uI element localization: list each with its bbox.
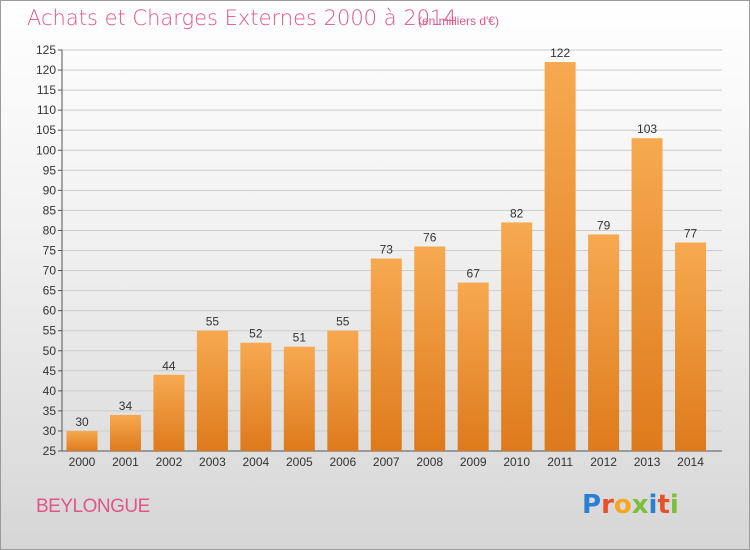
value-label-2013: 103	[637, 122, 657, 136]
unit-label: (en milliers d'€)	[418, 14, 499, 28]
y-tick-label: 120	[36, 63, 56, 77]
logo-letter: t	[657, 490, 670, 520]
x-tick-label: 2003	[199, 455, 226, 469]
bar-2011[interactable]	[544, 62, 576, 451]
x-tick-label: 2001	[112, 455, 139, 469]
x-tick-label: 2010	[503, 455, 530, 469]
logo-letter: i	[669, 490, 679, 520]
y-tick-label: 110	[37, 103, 56, 117]
value-label-2006: 55	[336, 315, 350, 329]
value-label-2009: 67	[467, 267, 481, 281]
bar-2014[interactable]	[675, 242, 707, 451]
value-label-2001: 34	[119, 399, 133, 413]
y-tick-label: 70	[43, 264, 57, 278]
value-label-2014: 77	[684, 226, 698, 240]
bar-2003[interactable]	[196, 330, 228, 451]
y-tick-label: 65	[43, 284, 57, 298]
y-tick-label: 35	[43, 404, 57, 418]
x-tick-label: 2007	[373, 455, 400, 469]
y-tick-label: 105	[36, 123, 56, 137]
y-tick-label: 95	[43, 163, 57, 177]
bar-2002[interactable]	[153, 374, 185, 451]
bar-2010[interactable]	[501, 222, 533, 451]
y-tick-label: 85	[43, 203, 57, 217]
y-tick-label: 60	[43, 304, 57, 318]
value-label-2005: 51	[293, 331, 307, 345]
y-tick-label: 45	[43, 364, 57, 378]
bar-2000[interactable]	[66, 430, 98, 451]
y-tick-label: 80	[43, 223, 57, 237]
bar-2005[interactable]	[283, 346, 315, 451]
value-label-2011: 122	[550, 46, 570, 60]
proxiti-logo[interactable]: Proxiti	[582, 490, 679, 520]
y-tick-label: 115	[37, 83, 56, 97]
bar-2004[interactable]	[240, 342, 272, 451]
x-tick-label: 2008	[416, 455, 443, 469]
logo-letter: x	[631, 490, 649, 520]
x-tick-label: 2006	[329, 455, 356, 469]
value-label-2012: 79	[597, 218, 611, 232]
bar-2007[interactable]	[370, 258, 402, 451]
x-tick-label: 2013	[634, 455, 661, 469]
y-tick-label: 50	[43, 344, 57, 358]
y-tick-label: 25	[43, 444, 57, 458]
x-tick-label: 2009	[460, 455, 487, 469]
x-tick-label: 2012	[590, 455, 617, 469]
logo-letter: P	[582, 490, 602, 520]
value-label-2008: 76	[423, 230, 437, 244]
x-tick-label: 2002	[156, 455, 183, 469]
y-tick-label: 100	[36, 143, 56, 157]
bar-2008[interactable]	[414, 246, 446, 451]
logo-letter: i	[648, 490, 658, 520]
chart-title: Achats et Charges Externes 2000 à 2014	[27, 6, 457, 30]
bar-2013[interactable]	[631, 138, 663, 451]
y-tick-label: 125	[36, 43, 56, 57]
value-label-2007: 73	[380, 243, 394, 257]
logo-letter: r	[601, 490, 614, 520]
value-label-2004: 52	[249, 327, 263, 341]
value-label-2002: 44	[162, 359, 176, 373]
bar-2009[interactable]	[457, 282, 489, 451]
x-tick-label: 2004	[243, 455, 270, 469]
x-tick-label: 2014	[677, 455, 704, 469]
y-tick-label: 55	[43, 324, 57, 338]
value-label-2003: 55	[206, 315, 220, 329]
y-tick-label: 40	[43, 384, 57, 398]
x-tick-label: 2011	[547, 455, 573, 469]
value-label-2000: 30	[75, 415, 89, 429]
y-tick-label: 30	[43, 424, 57, 438]
logo-letter: o	[613, 490, 632, 520]
bar-2006[interactable]	[327, 330, 359, 451]
y-tick-label: 75	[43, 244, 57, 258]
x-tick-label: 2005	[286, 455, 313, 469]
commune-name: BEYLONGUE	[36, 496, 150, 517]
value-label-2010: 82	[510, 206, 524, 220]
bar-2012[interactable]	[588, 234, 620, 451]
x-tick-label: 2000	[69, 455, 96, 469]
y-tick-label: 90	[43, 183, 57, 197]
bar-2001[interactable]	[109, 414, 141, 451]
